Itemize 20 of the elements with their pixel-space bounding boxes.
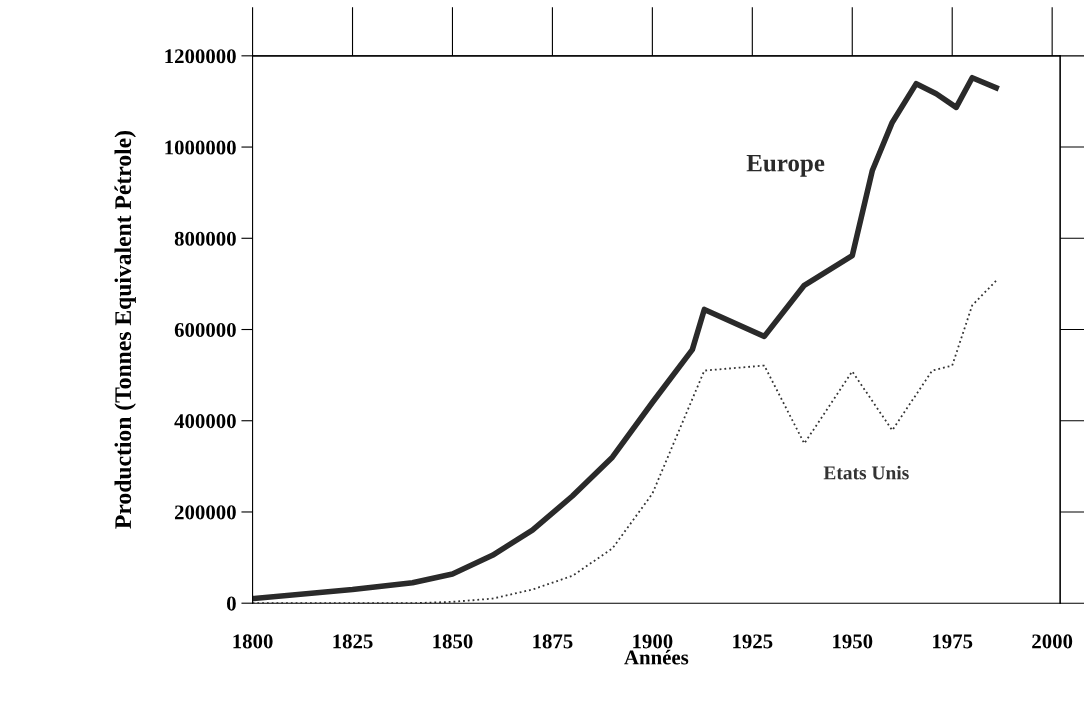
- y-tick-label: 600000: [174, 322, 236, 337]
- y-axis-title: Production (Tonnes Equivalent Pétrole): [114, 131, 136, 529]
- x-tick-label: 1800: [233, 634, 273, 649]
- y-tick-label: 1200000: [165, 49, 236, 64]
- series-label: Etats Unis: [823, 465, 909, 480]
- x-tick-label: 1975: [933, 634, 973, 649]
- y-tick-label: 800000: [174, 231, 236, 246]
- y-tick-label: 200000: [174, 505, 236, 520]
- x-tick-label: 1825: [333, 634, 373, 649]
- x-tick-label: 2000: [1032, 634, 1073, 649]
- y-tick-label: 400000: [174, 414, 236, 429]
- y-tick-label: 0: [226, 596, 236, 611]
- x-tick-label: 1900: [633, 634, 673, 649]
- x-tick-label: 1850: [433, 634, 473, 649]
- series-label: Europe: [746, 154, 825, 177]
- x-tick-label: 1950: [833, 634, 873, 649]
- y-tick-label: 1000000: [165, 140, 236, 155]
- x-axis-title: Années: [624, 649, 689, 665]
- x-tick-label: 1875: [533, 634, 573, 649]
- x-tick-label: 1925: [733, 634, 773, 649]
